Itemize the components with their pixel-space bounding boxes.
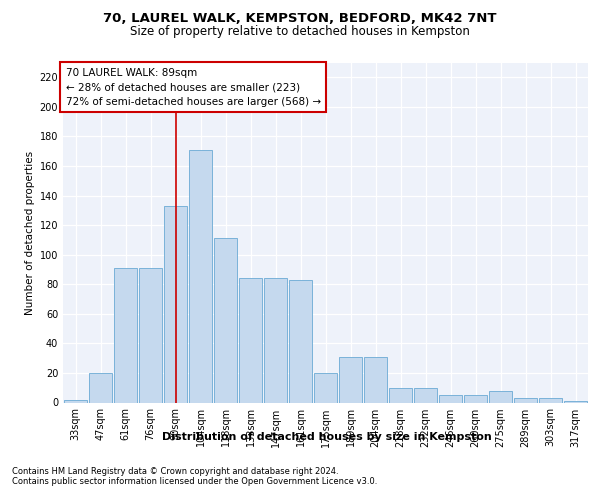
Bar bbox=[188, 150, 212, 402]
Text: Size of property relative to detached houses in Kempston: Size of property relative to detached ho… bbox=[130, 25, 470, 38]
Bar bbox=[89, 373, 112, 402]
Bar bbox=[413, 388, 437, 402]
Text: Distribution of detached houses by size in Kempston: Distribution of detached houses by size … bbox=[162, 432, 492, 442]
Bar bbox=[139, 268, 163, 402]
Bar bbox=[64, 400, 88, 402]
Bar bbox=[314, 373, 337, 402]
Bar bbox=[239, 278, 262, 402]
Text: 70, LAUREL WALK, KEMPSTON, BEDFORD, MK42 7NT: 70, LAUREL WALK, KEMPSTON, BEDFORD, MK42… bbox=[103, 12, 497, 26]
Bar bbox=[389, 388, 412, 402]
Bar bbox=[164, 206, 187, 402]
Bar bbox=[488, 390, 512, 402]
Bar bbox=[289, 280, 313, 402]
Bar bbox=[113, 268, 137, 402]
Text: 70 LAUREL WALK: 89sqm
← 28% of detached houses are smaller (223)
72% of semi-det: 70 LAUREL WALK: 89sqm ← 28% of detached … bbox=[65, 68, 321, 107]
Bar bbox=[514, 398, 538, 402]
Bar bbox=[338, 356, 362, 403]
Bar bbox=[364, 356, 388, 403]
Bar bbox=[263, 278, 287, 402]
Text: Contains HM Land Registry data © Crown copyright and database right 2024.: Contains HM Land Registry data © Crown c… bbox=[12, 468, 338, 476]
Y-axis label: Number of detached properties: Number of detached properties bbox=[25, 150, 35, 314]
Bar bbox=[214, 238, 238, 402]
Bar bbox=[464, 395, 487, 402]
Bar bbox=[563, 401, 587, 402]
Text: Contains public sector information licensed under the Open Government Licence v3: Contains public sector information licen… bbox=[12, 478, 377, 486]
Bar bbox=[439, 395, 463, 402]
Bar bbox=[539, 398, 562, 402]
